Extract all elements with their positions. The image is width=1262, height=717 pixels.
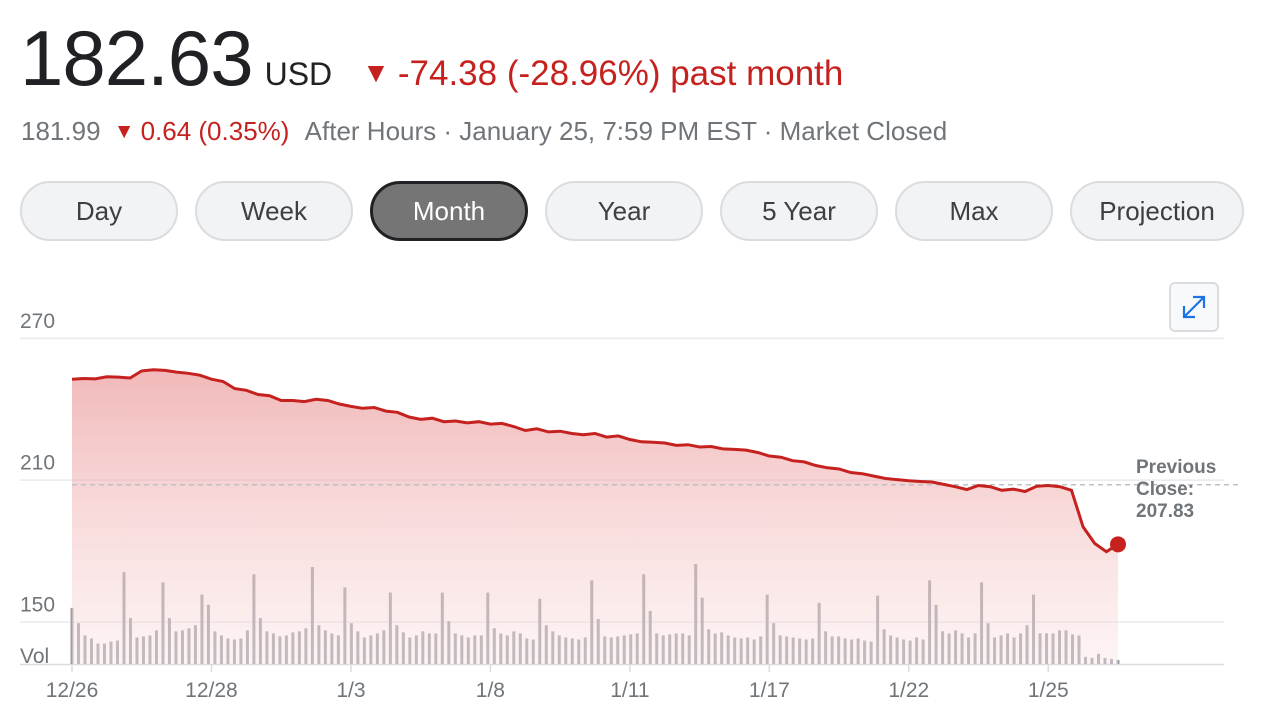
tab-day[interactable]: Day — [20, 181, 178, 241]
last-price-point[interactable] — [1110, 536, 1126, 553]
after-hours-row: 181.99 ▼ 0.64 (0.35%) After Hours · Janua… — [21, 116, 947, 147]
y-tick-label: 150 — [20, 593, 55, 616]
x-tick-label: 12/28 — [185, 679, 238, 702]
down-arrow-icon: ▼ — [113, 120, 135, 143]
previous-close-value: 207.83 — [1136, 501, 1194, 522]
x-tick-label: 12/26 — [46, 679, 99, 702]
x-tick-label: 1/22 — [888, 679, 929, 702]
x-tick-label: 1/3 — [336, 679, 365, 702]
tab-max[interactable]: Max — [895, 181, 1053, 241]
previous-close-label: Previous — [1136, 457, 1216, 478]
y-tick-label: 210 — [20, 452, 55, 475]
x-tick-label: 1/17 — [749, 679, 790, 702]
x-tick-label: 1/8 — [476, 679, 505, 702]
after-hours-price: 181.99 — [21, 116, 101, 146]
price-area — [72, 369, 1118, 664]
down-arrow-icon: ▼ — [362, 57, 390, 88]
previous-close-label: Close: — [1136, 479, 1194, 500]
price-header: 182.63 USD ▼ -74.38 (-28.96%) past month — [20, 18, 843, 98]
after-hours-change: ▼ 0.64 (0.35%) — [108, 116, 290, 146]
x-tick-label: 1/25 — [1028, 679, 1069, 702]
tab-5-year[interactable]: 5 Year — [720, 181, 878, 241]
volume-label: Vol — [20, 645, 49, 668]
after-hours-change-text: 0.64 (0.35%) — [140, 116, 290, 146]
tab-week[interactable]: Week — [195, 181, 353, 241]
price-change-text: -74.38 (-28.96%) past month — [397, 54, 844, 93]
after-hours-info: After Hours · January 25, 7:59 PM EST · … — [304, 116, 948, 146]
expand-button[interactable] — [1169, 282, 1219, 332]
tab-month[interactable]: Month — [370, 181, 528, 241]
currency-label: USD — [264, 56, 333, 92]
tab-year[interactable]: Year — [545, 181, 703, 241]
expand-icon — [1182, 295, 1206, 319]
x-tick-label: 1/11 — [610, 679, 649, 702]
y-tick-label: 270 — [20, 310, 55, 333]
price-line — [71, 368, 1119, 554]
current-price: 182.63 — [20, 14, 254, 102]
tab-projection[interactable]: Projection — [1070, 181, 1244, 241]
price-change: ▼ -74.38 (-28.96%) past month — [362, 54, 843, 94]
